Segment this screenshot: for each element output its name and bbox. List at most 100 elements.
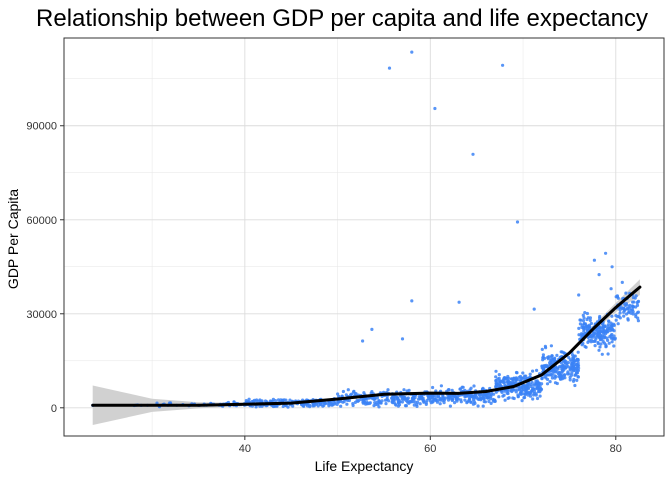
data-point xyxy=(438,402,442,406)
data-point xyxy=(553,374,557,378)
data-point xyxy=(396,404,400,408)
data-point xyxy=(636,299,641,303)
data-point xyxy=(609,287,613,291)
data-point xyxy=(284,404,288,408)
data-point xyxy=(523,392,528,396)
y-tick-label: 90000 xyxy=(26,121,57,133)
data-point xyxy=(407,400,411,404)
data-point xyxy=(585,317,589,322)
data-point xyxy=(312,403,316,407)
data-point xyxy=(634,305,638,309)
data-point xyxy=(337,394,341,398)
data-point xyxy=(572,377,576,382)
data-point xyxy=(498,382,502,386)
data-point xyxy=(593,339,597,343)
data-point xyxy=(469,386,473,390)
data-point xyxy=(503,398,507,402)
data-point xyxy=(460,385,464,389)
data-point xyxy=(497,395,501,399)
data-point xyxy=(600,352,604,356)
data-point xyxy=(429,393,433,398)
data-point xyxy=(400,337,405,341)
data-point xyxy=(546,355,550,360)
data-point xyxy=(531,397,535,401)
data-point xyxy=(501,379,505,383)
data-point xyxy=(630,304,634,308)
x-tick-label: 80 xyxy=(610,443,622,455)
data-point xyxy=(527,390,531,395)
data-point xyxy=(431,385,435,390)
data-point xyxy=(556,367,560,371)
data-point xyxy=(561,359,566,363)
data-point xyxy=(448,404,452,408)
data-point xyxy=(386,388,390,392)
data-point xyxy=(490,391,494,395)
data-point xyxy=(469,400,473,404)
data-point xyxy=(581,313,585,317)
data-point xyxy=(516,395,520,399)
data-point xyxy=(496,377,500,381)
data-point xyxy=(579,318,583,322)
data-point xyxy=(410,50,414,54)
y-tick-label: 60000 xyxy=(26,215,57,227)
data-point xyxy=(573,373,577,377)
data-point xyxy=(327,404,331,408)
data-point xyxy=(579,333,583,337)
data-point xyxy=(597,348,601,352)
data-point xyxy=(481,404,485,408)
data-point xyxy=(521,371,525,375)
data-point xyxy=(540,382,544,386)
data-point xyxy=(472,384,476,388)
data-point xyxy=(580,323,584,327)
data-point xyxy=(582,316,586,320)
data-point xyxy=(577,326,581,330)
data-point xyxy=(346,388,350,392)
data-point xyxy=(468,396,472,401)
data-point xyxy=(589,321,594,326)
data-point xyxy=(546,373,550,377)
data-point xyxy=(568,375,572,379)
data-point xyxy=(458,387,462,391)
data-point xyxy=(616,296,620,300)
data-point xyxy=(522,388,526,392)
data-point xyxy=(400,400,404,404)
data-point xyxy=(441,394,445,398)
data-point xyxy=(528,372,532,376)
data-point xyxy=(589,338,593,342)
data-point xyxy=(595,328,599,332)
data-point xyxy=(437,395,441,399)
data-point xyxy=(570,371,574,375)
data-point xyxy=(610,314,614,318)
data-point xyxy=(629,308,634,312)
data-point xyxy=(342,400,346,404)
data-point xyxy=(392,400,396,405)
data-point xyxy=(518,388,522,392)
data-point xyxy=(387,66,392,70)
data-point xyxy=(422,399,426,403)
data-point xyxy=(607,319,611,324)
data-point xyxy=(573,383,577,388)
data-point xyxy=(602,334,606,338)
data-point xyxy=(501,394,505,398)
data-point xyxy=(482,393,486,397)
data-point xyxy=(636,310,641,314)
data-point xyxy=(568,378,572,382)
data-point xyxy=(624,291,628,295)
data-point xyxy=(601,339,605,344)
data-point xyxy=(540,347,544,351)
data-point xyxy=(494,375,498,379)
data-point xyxy=(330,402,334,406)
data-point xyxy=(575,371,579,375)
data-point xyxy=(556,372,561,376)
data-point xyxy=(559,377,563,381)
data-point xyxy=(565,364,569,368)
smooth-line-layer xyxy=(91,285,642,407)
data-point xyxy=(336,392,340,396)
data-points xyxy=(91,50,641,409)
data-point xyxy=(507,376,511,380)
data-point xyxy=(532,307,536,311)
data-point xyxy=(459,398,463,402)
data-point xyxy=(345,402,349,406)
data-point xyxy=(583,311,587,315)
data-point xyxy=(481,386,485,390)
